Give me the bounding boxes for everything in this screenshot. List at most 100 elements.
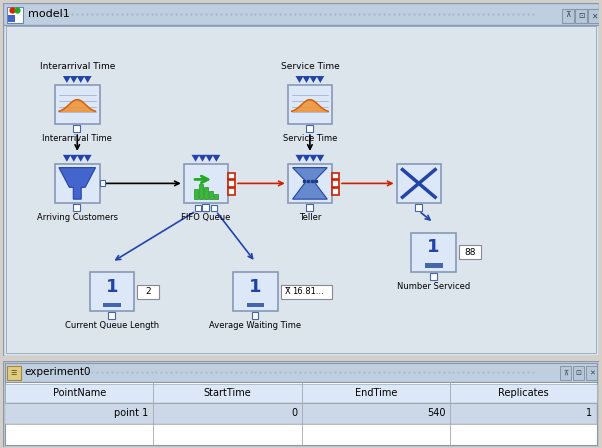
Bar bbox=[288, 85, 332, 124]
Text: point 1: point 1 bbox=[114, 409, 149, 418]
Polygon shape bbox=[213, 155, 220, 162]
Bar bbox=[99, 181, 105, 186]
Bar bbox=[397, 164, 441, 203]
Text: ⊼: ⊼ bbox=[563, 370, 568, 376]
Text: Interarrival Time: Interarrival Time bbox=[42, 134, 112, 143]
Bar bbox=[573, 366, 584, 380]
Polygon shape bbox=[70, 155, 78, 162]
Bar bbox=[7, 366, 21, 380]
Polygon shape bbox=[205, 155, 213, 162]
Text: ✕: ✕ bbox=[591, 12, 597, 21]
Polygon shape bbox=[84, 76, 92, 83]
Bar bbox=[202, 204, 209, 211]
Bar bbox=[332, 181, 339, 187]
Text: Service Time: Service Time bbox=[281, 62, 340, 71]
Bar bbox=[228, 172, 235, 180]
Bar bbox=[115, 302, 121, 307]
Text: Average Waiting Time: Average Waiting Time bbox=[209, 321, 302, 330]
Bar bbox=[247, 302, 252, 307]
Text: 2: 2 bbox=[145, 287, 151, 296]
Bar bbox=[5, 362, 597, 382]
Bar bbox=[252, 302, 258, 307]
Polygon shape bbox=[296, 76, 303, 83]
Bar bbox=[90, 272, 134, 311]
Bar bbox=[425, 263, 430, 268]
Bar bbox=[209, 191, 213, 199]
Polygon shape bbox=[309, 155, 317, 162]
Polygon shape bbox=[59, 99, 96, 112]
Polygon shape bbox=[77, 76, 85, 83]
Polygon shape bbox=[191, 155, 199, 162]
Text: experiment0: experiment0 bbox=[25, 367, 92, 377]
Text: 540: 540 bbox=[427, 409, 445, 418]
Text: ☰: ☰ bbox=[11, 370, 17, 376]
Bar bbox=[184, 164, 228, 203]
Text: 0: 0 bbox=[291, 409, 297, 418]
Bar bbox=[415, 204, 422, 211]
Bar bbox=[5, 384, 597, 403]
Polygon shape bbox=[70, 76, 78, 83]
Polygon shape bbox=[59, 168, 96, 199]
Text: 88: 88 bbox=[464, 248, 476, 257]
Bar bbox=[586, 366, 597, 380]
Bar bbox=[103, 302, 109, 307]
Bar bbox=[3, 3, 599, 25]
Text: 1: 1 bbox=[106, 278, 118, 296]
Polygon shape bbox=[302, 76, 311, 83]
Text: Arriving Customers: Arriving Customers bbox=[37, 213, 118, 222]
Bar bbox=[7, 7, 23, 23]
Text: FIFO Queue: FIFO Queue bbox=[181, 213, 231, 222]
Bar bbox=[258, 302, 264, 307]
Bar bbox=[430, 273, 436, 280]
Text: PointName: PointName bbox=[52, 388, 106, 398]
Text: Current Queue Length: Current Queue Length bbox=[65, 321, 159, 330]
Bar bbox=[194, 190, 198, 199]
Bar bbox=[203, 205, 209, 211]
Text: ✕: ✕ bbox=[589, 370, 595, 376]
Bar bbox=[588, 9, 600, 23]
Bar bbox=[73, 204, 80, 211]
Text: StartTime: StartTime bbox=[204, 388, 252, 398]
Bar bbox=[560, 366, 571, 380]
Bar bbox=[5, 382, 597, 445]
Polygon shape bbox=[302, 155, 311, 162]
Polygon shape bbox=[316, 76, 324, 83]
Bar bbox=[109, 302, 115, 307]
Polygon shape bbox=[63, 155, 71, 162]
Polygon shape bbox=[77, 155, 85, 162]
Bar bbox=[5, 403, 597, 424]
Bar bbox=[8, 15, 15, 22]
Bar bbox=[228, 188, 235, 195]
Bar bbox=[108, 312, 115, 319]
Bar bbox=[459, 246, 480, 259]
Text: X̅: X̅ bbox=[285, 287, 290, 296]
Polygon shape bbox=[309, 76, 317, 83]
Bar bbox=[562, 9, 574, 23]
Bar bbox=[332, 172, 339, 180]
Text: Interarrival Time: Interarrival Time bbox=[40, 62, 115, 71]
Bar bbox=[306, 204, 313, 211]
Bar bbox=[228, 181, 235, 187]
Bar bbox=[55, 164, 99, 203]
Text: 1: 1 bbox=[427, 238, 440, 256]
Bar bbox=[73, 125, 80, 132]
Bar bbox=[214, 194, 218, 199]
Bar bbox=[195, 205, 201, 211]
Text: ⊡: ⊡ bbox=[576, 370, 582, 376]
Bar bbox=[204, 187, 208, 199]
Bar bbox=[233, 272, 278, 311]
Text: 1: 1 bbox=[586, 409, 592, 418]
Bar bbox=[576, 9, 587, 23]
Text: EndTime: EndTime bbox=[355, 388, 397, 398]
Polygon shape bbox=[296, 155, 303, 162]
Text: ⊼: ⊼ bbox=[565, 12, 571, 21]
Bar bbox=[281, 285, 332, 299]
Bar bbox=[411, 233, 456, 272]
Polygon shape bbox=[316, 155, 324, 162]
Bar bbox=[252, 312, 258, 319]
Text: Replicates: Replicates bbox=[498, 388, 549, 398]
Bar bbox=[199, 185, 203, 199]
Text: model1: model1 bbox=[28, 9, 69, 19]
Text: 16.81...: 16.81... bbox=[293, 287, 324, 296]
Polygon shape bbox=[291, 99, 328, 112]
